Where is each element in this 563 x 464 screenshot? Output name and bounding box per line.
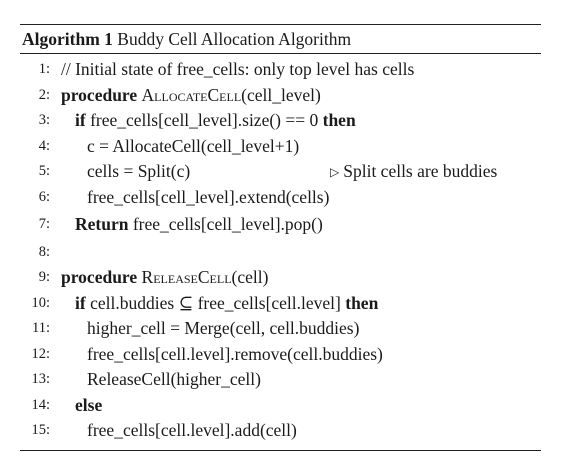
condition-text: cell.buddies ⊆ free_cells[cell.level] xyxy=(85,292,346,313)
algorithm-block: Algorithm 1 Buddy Cell Allocation Algori… xyxy=(20,24,541,451)
keyword-else: else xyxy=(75,394,103,415)
line-comment: ▷ Split cells are buddies xyxy=(330,159,497,187)
keyword-then: then xyxy=(345,292,379,313)
line-number: 8: xyxy=(38,243,50,260)
caption-title: Buddy Cell Allocation Algorithm xyxy=(117,29,352,49)
line-code: if cell.buddies ⊆ free_cells[cell.level]… xyxy=(75,291,378,317)
bottom-rule xyxy=(20,449,541,451)
line-number: 4: xyxy=(38,137,50,154)
keyword-then: then xyxy=(322,110,356,130)
algorithm-line-1: 1: // Initial state of free_cells: only … xyxy=(20,57,541,83)
condition-text: free_cells[cell_level].size() == 0 xyxy=(85,110,323,130)
keyword-procedure: procedure xyxy=(61,84,138,105)
procedure-name: ReleaseCell xyxy=(141,267,232,287)
line-code: if free_cells[cell_level].size() == 0 th… xyxy=(75,108,356,134)
algorithm-line-12: 12: free_cells[cell.level].remove(cell.b… xyxy=(20,342,541,368)
algorithm-line-10: 10: if cell.buddies ⊆ free_cells[cell.le… xyxy=(20,291,541,317)
algorithm-line-2: 2: procedure AllocateCell(cell_level) xyxy=(20,83,541,109)
line-number: 3: xyxy=(38,112,50,128)
keyword-if: if xyxy=(75,110,86,130)
line-number: 6: xyxy=(38,188,50,205)
keyword-return: Return xyxy=(75,214,129,234)
line-code: free_cells[cell_level].extend(cells) xyxy=(87,186,330,207)
line-code: // Initial state of free_cells: only top… xyxy=(61,59,415,79)
line-number: 7: xyxy=(38,216,50,232)
algorithm-line-13: 13: ReleaseCell(higher_cell) xyxy=(20,367,541,393)
line-number: 1: xyxy=(38,61,50,77)
line-code: free_cells[cell.level].remove(cell.buddi… xyxy=(87,343,383,364)
algorithm-line-14: 14: else xyxy=(20,393,541,419)
line-code: c = AllocateCell(cell_level+1) xyxy=(87,135,300,156)
algorithm-lines: 1: // Initial state of free_cells: only … xyxy=(20,54,541,444)
algorithm-caption: Algorithm 1 Buddy Cell Allocation Algori… xyxy=(20,25,541,53)
algorithm-line-3: 3: if free_cells[cell_level].size() == 0… xyxy=(20,108,541,134)
line-number: 11: xyxy=(32,320,50,336)
line-number: 10: xyxy=(31,294,50,311)
line-code: cells = Split(c) xyxy=(87,161,191,181)
procedure-name: AllocateCell xyxy=(141,84,242,105)
comment-text: Split cells are buddies xyxy=(343,161,498,181)
line-code: Return free_cells[cell_level].pop() xyxy=(75,212,323,238)
line-number: 14: xyxy=(31,396,50,413)
algorithm-line-8: 8: xyxy=(20,240,541,266)
procedure-params: (cell_level) xyxy=(241,84,321,105)
line-code: ReleaseCell(higher_cell) xyxy=(87,369,261,389)
algorithm-line-9: 9: procedure ReleaseCell(cell) xyxy=(20,265,541,291)
line-number: 2: xyxy=(38,86,50,103)
keyword-if: if xyxy=(75,292,86,313)
algorithm-line-7: 7: Return free_cells[cell_level].pop() xyxy=(20,212,541,238)
algorithm-line-11: 11: higher_cell = Merge(cell, cell.buddi… xyxy=(20,316,541,342)
line-code: free_cells[cell.level].add(cell) xyxy=(87,420,297,440)
return-text: free_cells[cell_level].pop() xyxy=(128,214,323,234)
line-number: 9: xyxy=(38,269,50,285)
line-number: 5: xyxy=(38,163,50,179)
procedure-params: (cell) xyxy=(231,267,269,287)
algorithm-line-4: 4: c = AllocateCell(cell_level+1) xyxy=(20,134,541,160)
caption-rule xyxy=(20,53,541,54)
caption-label: Algorithm 1 xyxy=(22,29,113,49)
keyword-procedure: procedure xyxy=(61,267,138,287)
algorithm-line-6: 6: free_cells[cell_level].extend(cells) xyxy=(20,185,541,211)
line-code: procedure AllocateCell(cell_level) xyxy=(61,83,321,109)
line-code: procedure ReleaseCell(cell) xyxy=(61,265,268,291)
line-number: 12: xyxy=(31,345,50,362)
line-number: 15: xyxy=(31,422,50,438)
algorithm-line-5: 5: cells = Split(c) ▷ Split cells are bud… xyxy=(20,159,541,185)
line-code: higher_cell = Merge(cell, cell.buddies) xyxy=(87,318,360,338)
line-number: 13: xyxy=(31,371,50,387)
top-rule xyxy=(20,24,541,25)
comment-triangle-icon: ▷ xyxy=(330,165,340,179)
algorithm-line-15: 15: free_cells[cell.level].add(cell) xyxy=(20,418,541,444)
